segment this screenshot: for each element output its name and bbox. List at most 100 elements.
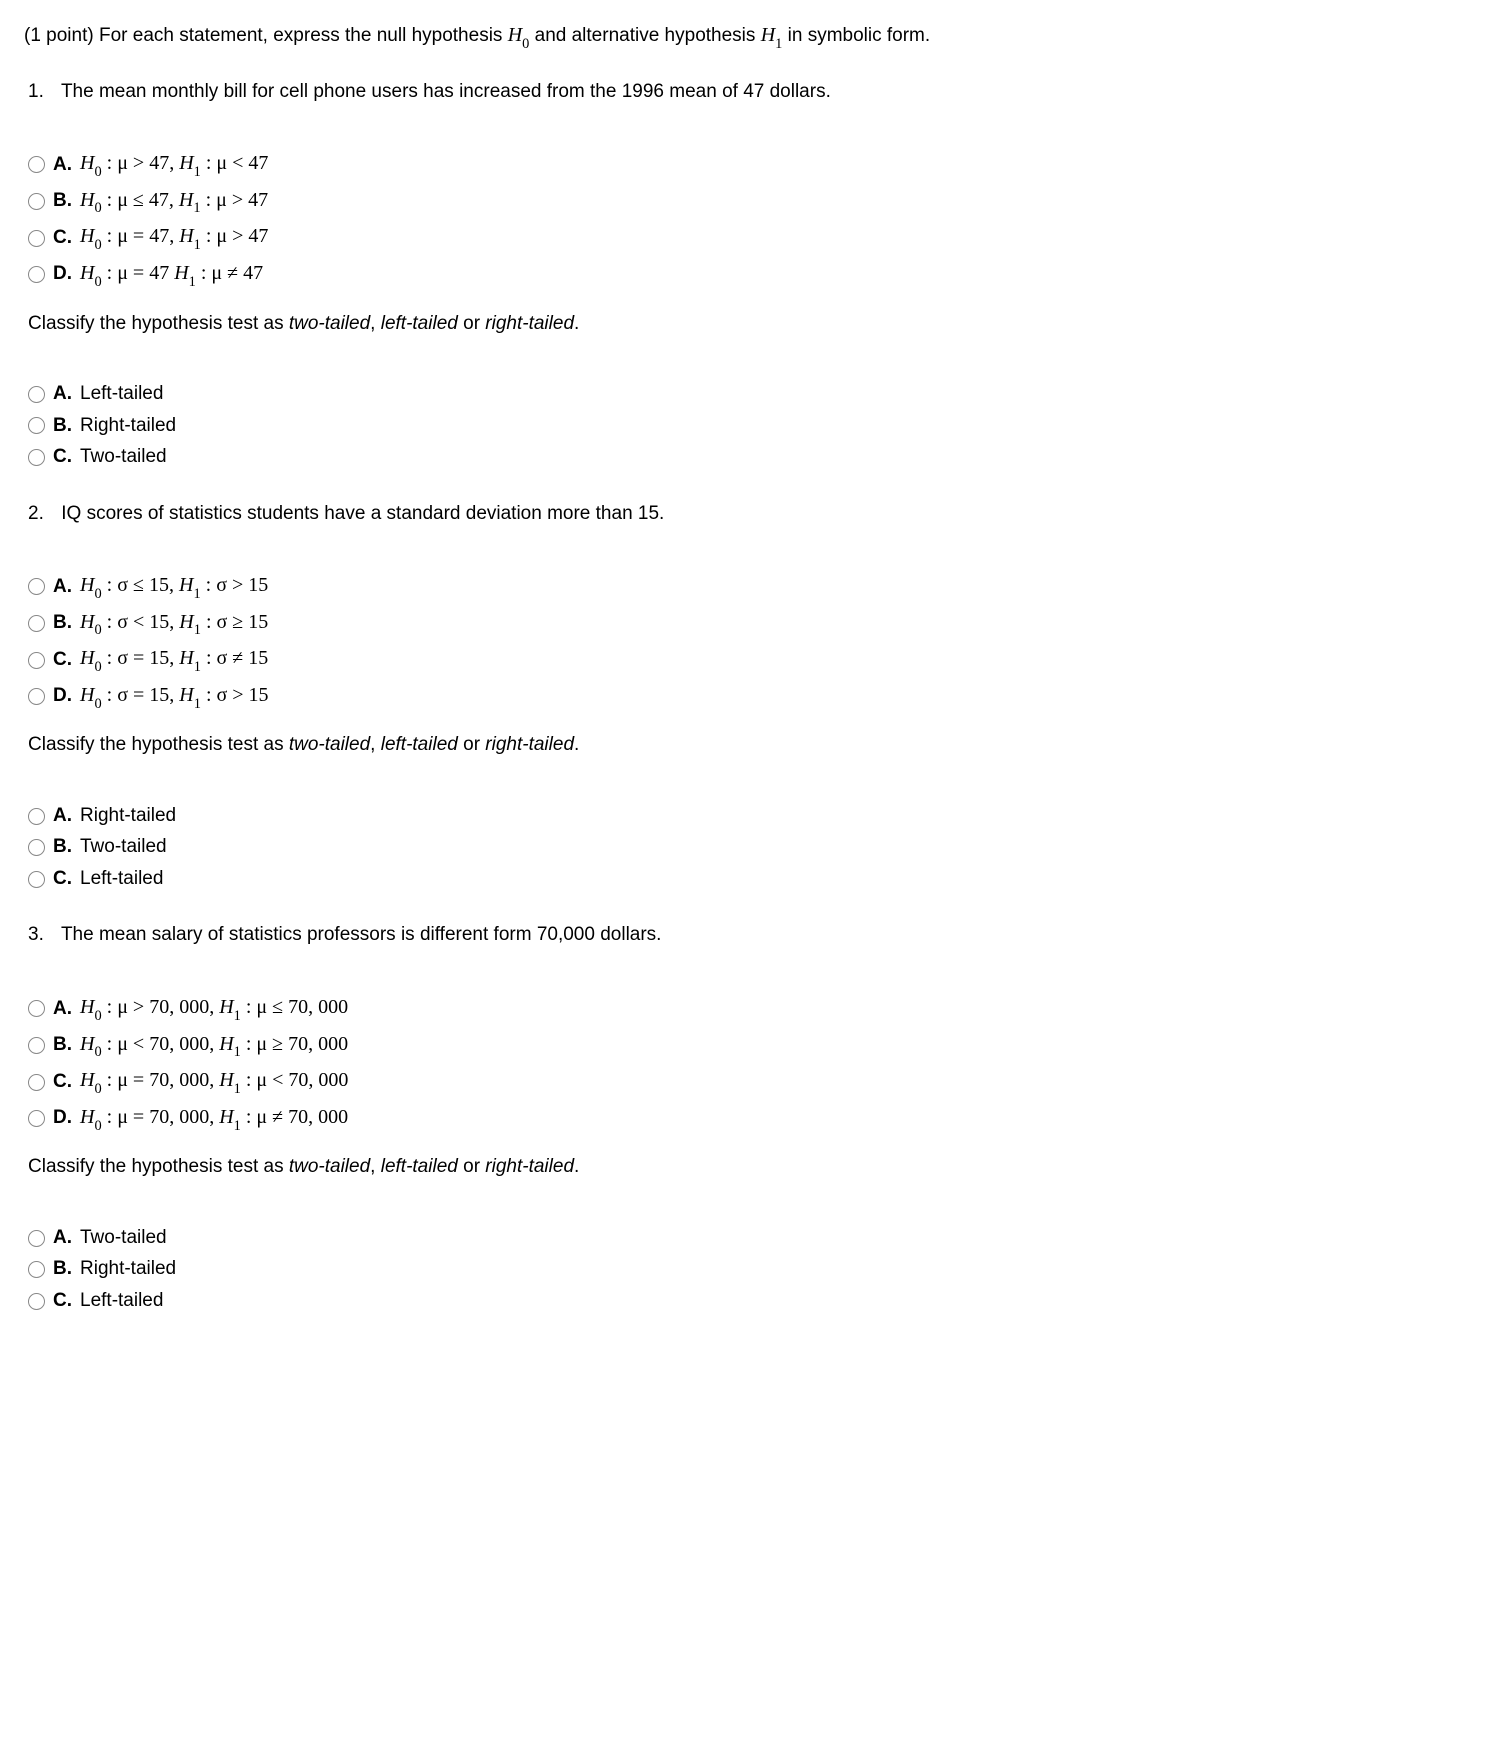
option-math: H0 : μ < 70, 000, H1 : μ ≥ 70, 000	[80, 1029, 348, 1063]
q1-tail-radio-a[interactable]	[28, 386, 45, 403]
option-letter: B.	[53, 1031, 72, 1060]
q1-radio-d[interactable]	[28, 266, 45, 283]
q1-number: 1.	[28, 78, 56, 107]
q3-tail-a[interactable]: A. Two-tailed	[28, 1224, 1463, 1253]
intro-h1: H1	[761, 24, 783, 46]
q2-option-c[interactable]: C. H0 : σ = 15, H1 : σ ≠ 15	[28, 643, 1463, 677]
q1-radio-a[interactable]	[28, 156, 45, 173]
q2-radio-d[interactable]	[28, 688, 45, 705]
q2-tail-a[interactable]: A. Right-tailed	[28, 802, 1463, 831]
option-text: Two-tailed	[80, 1224, 167, 1253]
option-letter: C.	[53, 443, 72, 472]
option-math: H0 : μ > 70, 000, H1 : μ ≤ 70, 000	[80, 992, 348, 1026]
option-letter: B.	[53, 412, 72, 441]
q3-number: 3.	[28, 921, 56, 950]
option-letter: B.	[53, 1255, 72, 1284]
q3-tail-c[interactable]: C. Left-tailed	[28, 1287, 1463, 1316]
q3-tail-options: A. Two-tailed B. Right-tailed C. Left-ta…	[28, 1224, 1463, 1316]
q3-radio-b[interactable]	[28, 1037, 45, 1054]
option-math: H0 : σ = 15, H1 : σ > 15	[80, 680, 269, 714]
q3-option-d[interactable]: D. H0 : μ = 70, 000, H1 : μ ≠ 70, 000	[28, 1102, 1463, 1136]
q2-tail-c[interactable]: C. Left-tailed	[28, 865, 1463, 894]
q1-options: A. H0 : μ > 47, H1 : μ < 47 B. H0 : μ ≤ …	[28, 148, 1463, 291]
option-letter: D.	[53, 1104, 72, 1133]
option-letter: B.	[53, 187, 72, 216]
option-text: Right-tailed	[80, 412, 176, 441]
q3-radio-c[interactable]	[28, 1074, 45, 1091]
q2-tail-b[interactable]: B. Two-tailed	[28, 833, 1463, 862]
q1-option-a[interactable]: A. H0 : μ > 47, H1 : μ < 47	[28, 148, 1463, 182]
q2-radio-b[interactable]	[28, 615, 45, 632]
q1-tail-radio-b[interactable]	[28, 417, 45, 434]
intro-text: (1 point) For each statement, express th…	[24, 20, 1463, 54]
intro-h0: H0	[508, 24, 530, 46]
q2-tail-options: A. Right-tailed B. Two-tailed C. Left-ta…	[28, 802, 1463, 894]
q3-option-a[interactable]: A. H0 : μ > 70, 000, H1 : μ ≤ 70, 000	[28, 992, 1463, 1026]
option-letter: D.	[53, 682, 72, 711]
option-letter: B.	[53, 609, 72, 638]
q1-classify-prompt: Classify the hypothesis test as two-tail…	[28, 310, 1463, 339]
q1-tail-a[interactable]: A. Left-tailed	[28, 380, 1463, 409]
option-letter: B.	[53, 833, 72, 862]
q1-text: The mean monthly bill for cell phone use…	[61, 81, 831, 102]
option-letter: D.	[53, 260, 72, 289]
q1-tail-radio-c[interactable]	[28, 449, 45, 466]
option-letter: C.	[53, 646, 72, 675]
q3-option-b[interactable]: B. H0 : μ < 70, 000, H1 : μ ≥ 70, 000	[28, 1029, 1463, 1063]
option-letter: A.	[53, 995, 72, 1024]
q1-option-c[interactable]: C. H0 : μ = 47, H1 : μ > 47	[28, 221, 1463, 255]
q2-radio-a[interactable]	[28, 578, 45, 595]
option-text: Two-tailed	[80, 443, 167, 472]
option-letter: C.	[53, 224, 72, 253]
q3-option-c[interactable]: C. H0 : μ = 70, 000, H1 : μ < 70, 000	[28, 1065, 1463, 1099]
q1-radio-c[interactable]	[28, 230, 45, 247]
q3-tail-radio-c[interactable]	[28, 1293, 45, 1310]
q2-tail-radio-b[interactable]	[28, 839, 45, 856]
q2-option-d[interactable]: D. H0 : σ = 15, H1 : σ > 15	[28, 680, 1463, 714]
option-math: H0 : μ = 47 H1 : μ ≠ 47	[80, 258, 263, 292]
q3-radio-a[interactable]	[28, 1000, 45, 1017]
q1-tail-c[interactable]: C. Two-tailed	[28, 443, 1463, 472]
option-text: Left-tailed	[80, 865, 163, 894]
option-text: Right-tailed	[80, 802, 176, 831]
q1-tail-b[interactable]: B. Right-tailed	[28, 412, 1463, 441]
q1-tail-options: A. Left-tailed B. Right-tailed C. Two-ta…	[28, 380, 1463, 472]
q1-radio-b[interactable]	[28, 193, 45, 210]
q2-text: IQ scores of statistics students have a …	[61, 503, 664, 524]
q1-option-b[interactable]: B. H0 : μ ≤ 47, H1 : μ > 47	[28, 185, 1463, 219]
option-letter: C.	[53, 1287, 72, 1316]
q1-text-row: 1. The mean monthly bill for cell phone …	[28, 78, 1463, 107]
option-math: H0 : μ ≤ 47, H1 : μ > 47	[80, 185, 268, 219]
intro-prefix: (1 point) For each statement, express th…	[24, 25, 508, 46]
q2-option-a[interactable]: A. H0 : σ ≤ 15, H1 : σ > 15	[28, 570, 1463, 604]
q3-tail-radio-b[interactable]	[28, 1261, 45, 1278]
option-text: Two-tailed	[80, 833, 167, 862]
intro-suffix: in symbolic form.	[788, 25, 931, 46]
option-math: H0 : μ = 70, 000, H1 : μ ≠ 70, 000	[80, 1102, 348, 1136]
option-math: H0 : μ = 47, H1 : μ > 47	[80, 221, 268, 255]
q3-tail-radio-a[interactable]	[28, 1230, 45, 1247]
q3-classify-prompt: Classify the hypothesis test as two-tail…	[28, 1153, 1463, 1182]
q3-radio-d[interactable]	[28, 1110, 45, 1127]
q2-radio-c[interactable]	[28, 652, 45, 669]
q2-options: A. H0 : σ ≤ 15, H1 : σ > 15 B. H0 : σ < …	[28, 570, 1463, 713]
option-letter: A.	[53, 151, 72, 180]
q3-options: A. H0 : μ > 70, 000, H1 : μ ≤ 70, 000 B.…	[28, 992, 1463, 1135]
q3-text-row: 3. The mean salary of statistics profess…	[28, 921, 1463, 950]
q2-option-b[interactable]: B. H0 : σ < 15, H1 : σ ≥ 15	[28, 607, 1463, 641]
option-math: H0 : σ ≤ 15, H1 : σ > 15	[80, 570, 268, 604]
q2-text-row: 2. IQ scores of statistics students have…	[28, 500, 1463, 529]
q2-tail-radio-a[interactable]	[28, 808, 45, 825]
q3-tail-b[interactable]: B. Right-tailed	[28, 1255, 1463, 1284]
option-math: H0 : μ = 70, 000, H1 : μ < 70, 000	[80, 1065, 348, 1099]
option-math: H0 : σ = 15, H1 : σ ≠ 15	[80, 643, 268, 677]
option-letter: C.	[53, 865, 72, 894]
option-math: H0 : μ > 47, H1 : μ < 47	[80, 148, 268, 182]
q3-text: The mean salary of statistics professors…	[61, 924, 662, 945]
option-math: H0 : σ < 15, H1 : σ ≥ 15	[80, 607, 268, 641]
option-text: Left-tailed	[80, 1287, 163, 1316]
q2-tail-radio-c[interactable]	[28, 871, 45, 888]
option-text: Left-tailed	[80, 380, 163, 409]
q1-option-d[interactable]: D. H0 : μ = 47 H1 : μ ≠ 47	[28, 258, 1463, 292]
option-letter: A.	[53, 573, 72, 602]
